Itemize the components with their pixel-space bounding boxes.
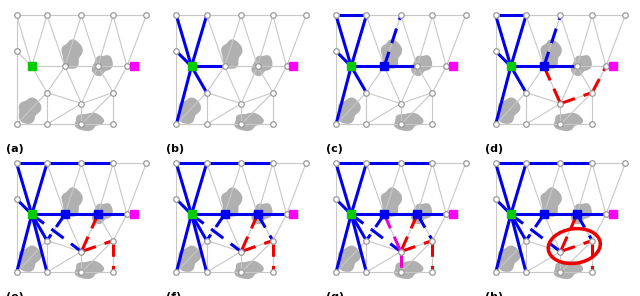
Polygon shape	[571, 203, 592, 224]
Polygon shape	[338, 97, 361, 124]
Polygon shape	[381, 39, 402, 69]
Polygon shape	[179, 97, 201, 124]
Text: (d): (d)	[485, 144, 504, 154]
Polygon shape	[179, 245, 201, 272]
Polygon shape	[554, 113, 583, 131]
Polygon shape	[234, 261, 264, 279]
Polygon shape	[541, 187, 562, 217]
Polygon shape	[75, 113, 104, 131]
Polygon shape	[19, 97, 42, 124]
Text: (e): (e)	[6, 292, 24, 296]
Polygon shape	[571, 55, 592, 76]
Text: (h): (h)	[485, 292, 504, 296]
Polygon shape	[221, 39, 243, 69]
Polygon shape	[61, 39, 83, 69]
Polygon shape	[338, 245, 361, 272]
Polygon shape	[381, 187, 402, 217]
Polygon shape	[411, 55, 432, 76]
Polygon shape	[411, 203, 432, 224]
Polygon shape	[541, 39, 562, 69]
Polygon shape	[221, 187, 243, 217]
Text: (a): (a)	[6, 144, 24, 154]
Polygon shape	[394, 113, 424, 131]
Polygon shape	[498, 97, 520, 124]
Polygon shape	[252, 55, 273, 76]
Text: (g): (g)	[326, 292, 344, 296]
Polygon shape	[252, 203, 273, 224]
Polygon shape	[92, 55, 113, 76]
Polygon shape	[498, 245, 520, 272]
Polygon shape	[61, 187, 83, 217]
Text: (b): (b)	[166, 144, 184, 154]
Polygon shape	[554, 261, 583, 279]
Polygon shape	[19, 245, 42, 272]
Polygon shape	[92, 203, 113, 224]
Text: (c): (c)	[326, 144, 342, 154]
Polygon shape	[234, 113, 264, 131]
Text: (f): (f)	[166, 292, 181, 296]
Polygon shape	[75, 261, 104, 279]
Polygon shape	[394, 261, 424, 279]
